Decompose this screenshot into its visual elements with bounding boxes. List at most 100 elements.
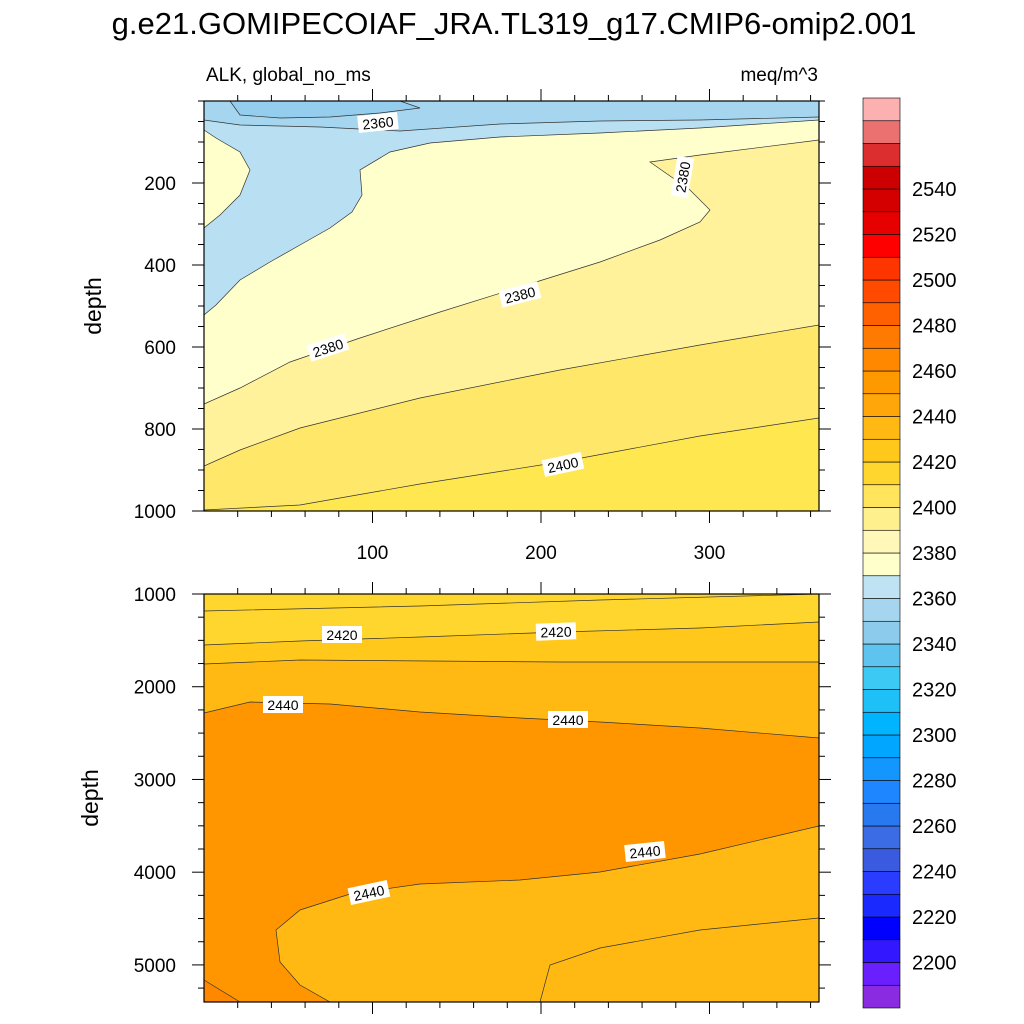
lower-clabel-3: 2440 (548, 711, 588, 728)
y-tick-label: 800 (144, 420, 176, 441)
lower-clabel-text-0: 2420 (326, 627, 357, 643)
lower-clabel-5: 2440 (347, 880, 391, 905)
colorbar-box (862, 279, 901, 304)
upper-contour-2390 (204, 324, 819, 467)
lower-plot-frame (203, 593, 820, 1003)
y-tick-label: 4000 (134, 863, 176, 884)
figure-title: g.e21.GOMIPECOIAF_JRA.TL319_g17.CMIP6-om… (112, 6, 917, 41)
y-tick-label: 1000 (134, 585, 176, 606)
units-label: meq/m^3 (740, 65, 818, 86)
colorbar-box (862, 643, 901, 668)
colorbar-box (862, 370, 901, 395)
colorbar-box (862, 620, 901, 645)
colorbar-box (862, 461, 901, 486)
colorbar-box (862, 211, 901, 235)
colorbar-label: 2200 (912, 953, 957, 975)
colorbar-box (862, 256, 901, 281)
colorbar-label: 2460 (912, 361, 957, 383)
colorbar-box (862, 97, 901, 122)
colorbar-label: 2480 (912, 316, 957, 338)
upper-region-island (204, 130, 250, 228)
lower-fill-regions (204, 594, 819, 1002)
colorbar-box (862, 325, 901, 349)
colorbar-label: 2340 (912, 634, 957, 656)
lower-ylabel: depth (77, 769, 103, 827)
lower-clabel-4: 2440 (624, 840, 666, 863)
upper-region-2350 (230, 101, 420, 118)
lower-clabel-text-2: 2440 (267, 697, 298, 713)
lower-panel: 2420 2420 2440 2440 2440 2440 (77, 582, 831, 1014)
colorbar-box (862, 507, 901, 531)
colorbar-box (862, 484, 901, 508)
x-tick-label: 200 (525, 543, 557, 564)
colorbar-box (862, 393, 901, 417)
colorbar-box (862, 962, 901, 986)
upper-contour-2380b (204, 129, 251, 229)
colorbar-label: 2420 (912, 452, 957, 474)
colorbar-box (862, 188, 901, 213)
colorbar-box (862, 734, 901, 759)
upper-clabel-4: 2400 (541, 452, 585, 477)
colorbar-box (862, 575, 901, 599)
colorbar-label: 2300 (912, 725, 957, 747)
colorbar-box (862, 529, 901, 554)
upper-clabel-text-0: 2360 (362, 113, 395, 132)
upper-fill-regions (204, 101, 819, 511)
y-tick-label: 5000 (134, 956, 176, 977)
y-tick-label: 400 (144, 256, 176, 277)
upper-ticks: 100 200 300 200 400 600 800 1000 (134, 89, 831, 564)
upper-panel: 2360 2380 2380 2380 2400 100 200 300 200 400… (80, 89, 831, 564)
y-tick-label: 3000 (134, 770, 176, 791)
lower-clabel-text-4: 2440 (629, 842, 662, 861)
y-tick-label: 1000 (134, 502, 176, 523)
colorbar-box (862, 757, 901, 781)
lower-region-2445 (204, 702, 819, 1002)
lower-contour-2410 (204, 594, 819, 612)
lower-contour-2430 (539, 917, 819, 1002)
colorbar-label: 2400 (912, 498, 957, 520)
colorbar-label: 2360 (912, 589, 957, 611)
upper-contour-2360 (204, 116, 819, 132)
lower-clabel-0: 2420 (322, 626, 362, 643)
lower-contour-2420b (204, 659, 819, 665)
lower-clabel-2: 2440 (263, 696, 303, 713)
upper-clabel-3: 2380 (306, 333, 350, 362)
x-tick-label: 100 (357, 543, 389, 564)
upper-contour-2400 (204, 417, 819, 511)
colorbar-box (862, 939, 901, 963)
colorbar-box (862, 689, 901, 713)
colorbar-label: 2280 (912, 771, 957, 793)
colorbar-box (862, 234, 901, 258)
colorbar-box (862, 711, 901, 736)
upper-contour-2370 (204, 119, 819, 316)
colorbar-label: 2320 (912, 680, 957, 702)
upper-region-2370 (204, 101, 819, 315)
variable-label: ALK, global_no_ms (206, 65, 371, 86)
colorbar-box (862, 802, 901, 827)
colorbar-box (862, 916, 901, 941)
colorbar: 2200 2220 2240 2260 2280 2300 2320 2340 2360 2380… (862, 97, 957, 1009)
upper-clabel-1: 2380 (670, 155, 695, 199)
colorbar-box (862, 302, 901, 326)
y-tick-label: 2000 (134, 678, 176, 699)
x-tick-label: 300 (694, 543, 726, 564)
upper-contour-lines (204, 101, 819, 511)
upper-contour-2350 (229, 101, 421, 119)
colorbar-label: 2500 (912, 270, 957, 292)
colorbar-label: 2380 (912, 543, 957, 565)
colorbar-box (862, 120, 901, 144)
colorbar-box (862, 143, 901, 167)
upper-contour-2380 (204, 139, 819, 405)
colorbar-box (862, 893, 901, 918)
lower-region-2420 (204, 622, 819, 664)
colorbar-box (862, 984, 901, 1009)
upper-clabel-text-4: 2400 (546, 454, 580, 476)
lower-clabel-1: 2420 (535, 622, 577, 641)
lower-clabel-text-3: 2440 (552, 712, 583, 728)
lower-clabel-text-5: 2440 (352, 882, 386, 904)
colorbar-box (862, 848, 901, 872)
colorbar-label: 2440 (912, 407, 957, 429)
colorbar-label: 2260 (912, 816, 957, 838)
lower-region-2430b (540, 918, 819, 1002)
y-tick-label: 600 (144, 338, 176, 359)
